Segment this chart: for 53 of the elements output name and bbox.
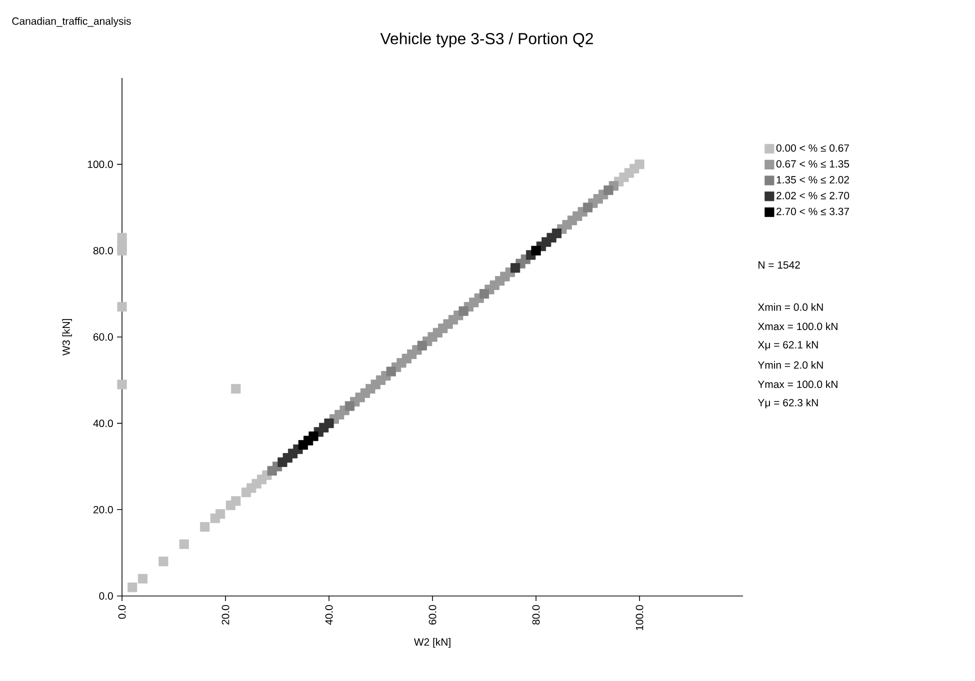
point bbox=[216, 509, 226, 519]
x-tick-label: 20.0 bbox=[222, 605, 230, 624]
text: N = 1542 bbox=[758, 261, 800, 269]
point bbox=[117, 246, 127, 256]
legend-label: 0.00 < % ≤ 0.67 bbox=[776, 144, 849, 152]
point bbox=[138, 574, 148, 584]
point bbox=[582, 202, 593, 212]
point bbox=[344, 401, 355, 411]
text: Xmax = 100.0 kN bbox=[758, 322, 838, 330]
y-tick-label: 80.0 bbox=[93, 246, 113, 254]
y-tick-label: 100.0 bbox=[88, 160, 113, 168]
point bbox=[324, 418, 334, 428]
chart-title: Vehicle type 3-S3 / Portion Q2 bbox=[380, 32, 593, 48]
text: Xμ = 62.1 kN bbox=[758, 340, 818, 350]
y-tick-label: 0.0 bbox=[99, 592, 113, 600]
y-axis-title: W3 [kN] bbox=[62, 319, 72, 356]
point bbox=[231, 384, 241, 394]
point bbox=[117, 380, 127, 390]
legend-label: 2.70 < % ≤ 3.37 bbox=[776, 208, 849, 216]
point bbox=[479, 289, 490, 299]
y-tick-label: 60.0 bbox=[93, 333, 113, 341]
legend-label: 0.67 < % ≤ 1.35 bbox=[776, 160, 850, 168]
x-tick-label: 40.0 bbox=[325, 605, 333, 625]
text: Ymax = 100.0 kN bbox=[758, 380, 838, 388]
point bbox=[308, 431, 318, 442]
point bbox=[179, 539, 189, 549]
legend-label: 1.35 < % ≤ 2.02 bbox=[776, 176, 849, 184]
point bbox=[604, 185, 614, 196]
x-axis-title: W2 [kN] bbox=[414, 638, 450, 648]
text: Xmin = 0.0 kN bbox=[758, 303, 823, 311]
point bbox=[531, 246, 541, 256]
point bbox=[510, 263, 520, 273]
point bbox=[458, 306, 468, 316]
point bbox=[386, 366, 396, 376]
x-tick-label: 100.0 bbox=[636, 605, 644, 630]
text: Ymin = 2.0 kN bbox=[758, 361, 823, 369]
point bbox=[231, 496, 241, 506]
point bbox=[128, 582, 138, 592]
point bbox=[158, 556, 168, 566]
point bbox=[552, 228, 562, 238]
x-tick-label: 0.0 bbox=[118, 605, 126, 619]
x-tick-label: 80.0 bbox=[532, 605, 540, 625]
point bbox=[417, 340, 427, 350]
text: Canadian_traffic_analysis bbox=[12, 17, 131, 27]
point bbox=[117, 302, 127, 312]
legend-label: 2.02 < % ≤ 2.70 bbox=[776, 192, 850, 200]
y-tick-label: 20.0 bbox=[93, 506, 113, 514]
point bbox=[634, 160, 644, 170]
point bbox=[117, 232, 127, 243]
x-tick-label: 60.0 bbox=[428, 605, 436, 624]
text: Yμ = 62.3 kN bbox=[758, 398, 818, 408]
point bbox=[200, 522, 210, 532]
y-tick-label: 40.0 bbox=[93, 420, 113, 428]
